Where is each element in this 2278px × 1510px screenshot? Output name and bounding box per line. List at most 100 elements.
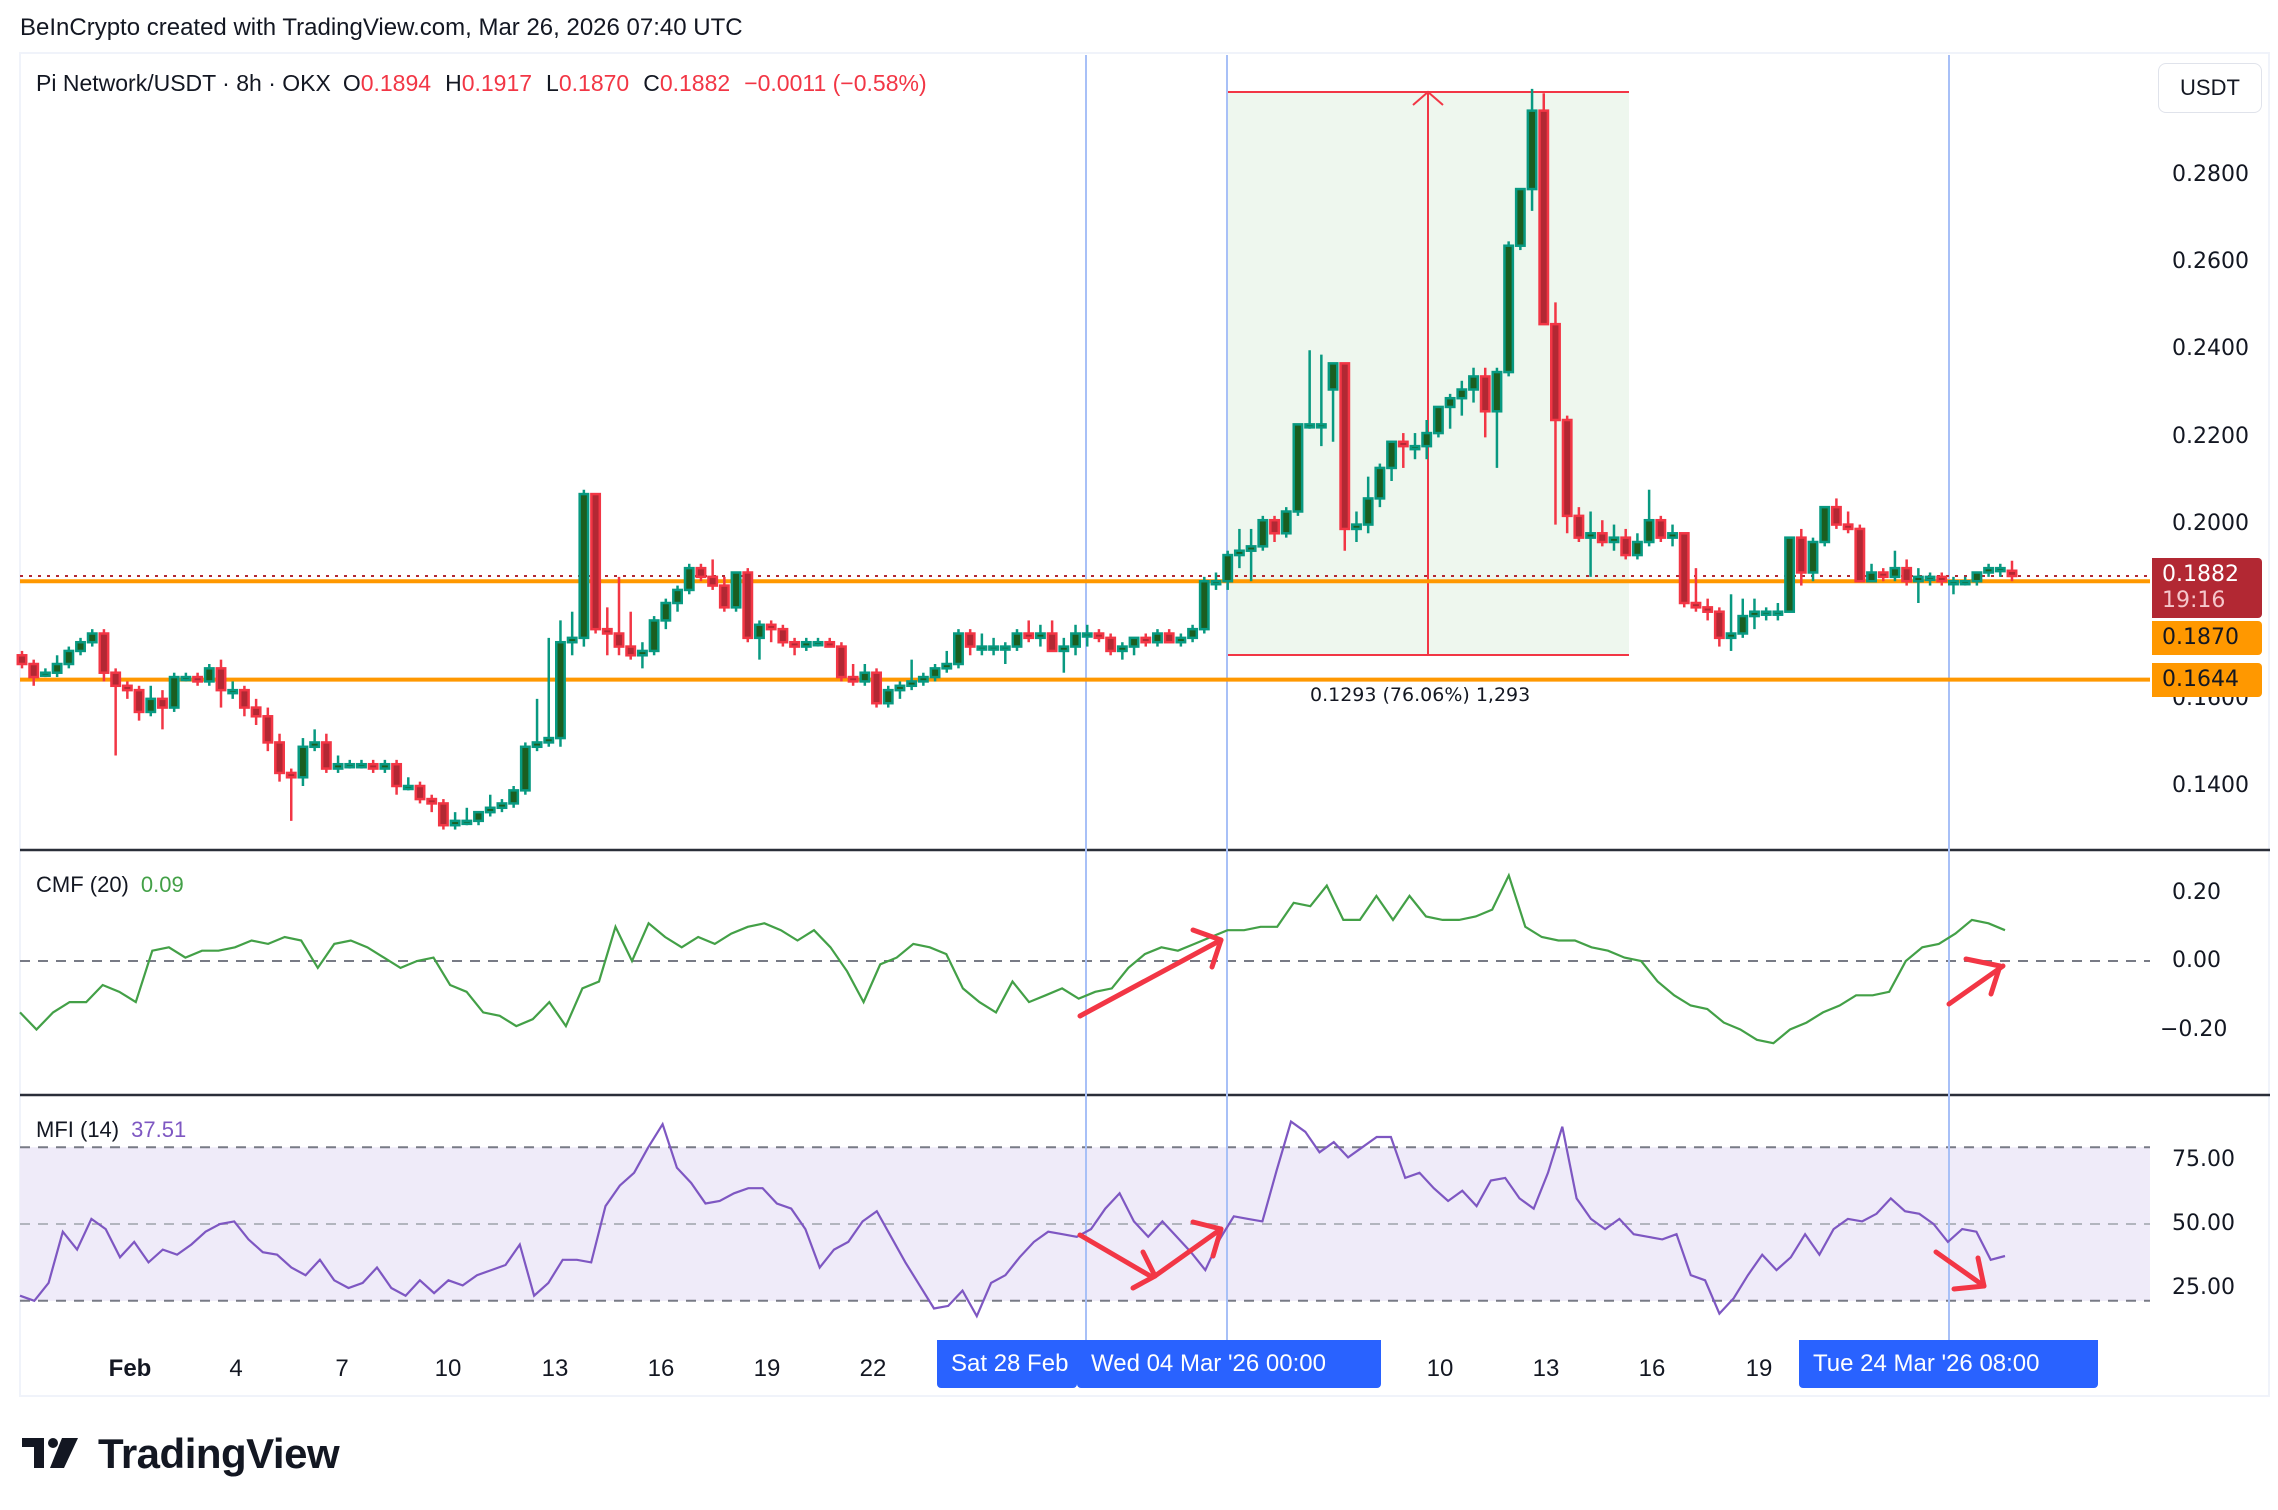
candle-up <box>309 741 321 749</box>
candle-up <box>1491 370 1503 413</box>
candle-up <box>1128 636 1140 648</box>
candle-down <box>964 632 976 648</box>
candle-up <box>1280 510 1292 535</box>
candle-down <box>1901 566 1913 583</box>
candle-up <box>754 623 765 640</box>
time-tick: 13 <box>1532 1355 1560 1382</box>
candle-up <box>1468 375 1479 391</box>
candle-up <box>1409 444 1421 451</box>
candle-up <box>75 640 86 653</box>
candle-up <box>636 649 648 657</box>
mfi-tick: 50.00 <box>2172 1211 2235 1236</box>
candle-up <box>1292 423 1304 513</box>
level-tag-upper: 0.1870 <box>2152 621 2262 655</box>
open-value: 0.1894 <box>360 70 432 96</box>
bar-countdown: 19:16 <box>2162 588 2226 613</box>
candle-up <box>1187 627 1199 640</box>
candle-down <box>1702 606 1714 613</box>
last-price-tag: 0.1882 19:16 <box>2152 558 2262 618</box>
candle-down <box>625 645 637 657</box>
mfi-line <box>19 1119 2006 1319</box>
candle-down <box>835 645 847 679</box>
mfi-title[interactable]: MFI (14) <box>36 1117 120 1142</box>
candle-up <box>1233 549 1245 557</box>
candle-up <box>227 688 239 695</box>
time-tick: 16 <box>1638 1355 1666 1382</box>
candle-up <box>578 492 590 640</box>
cmf-tick: −0.20 <box>2160 1017 2228 1042</box>
mfi-up-arrow-icon-head <box>1190 1219 1224 1259</box>
mfi-legend: MFI (14) 37.51 <box>36 1117 186 1143</box>
symbol-title[interactable]: Pi Network/USDT · 8h · OKX <box>36 70 331 96</box>
candle-down <box>285 771 297 779</box>
candle-down <box>16 654 28 666</box>
candle-down <box>192 675 204 683</box>
candle-down <box>1842 523 1854 531</box>
crosshair-date-badge-3: Tue 24 Mar '26 08:00 <box>1799 1340 2098 1388</box>
candle-down <box>718 584 730 609</box>
candle-up <box>168 675 180 709</box>
candle-down <box>1023 632 1035 640</box>
candle-down <box>1854 527 1866 583</box>
time-tick: 7 <box>335 1355 349 1382</box>
candle-down <box>601 627 613 635</box>
candle-up <box>1924 575 1936 582</box>
candle-up <box>1585 532 1597 539</box>
candle-up <box>882 688 894 705</box>
candle-down <box>121 684 133 692</box>
cmf-value: 0.09 <box>140 872 184 897</box>
candle-up <box>1608 536 1620 544</box>
candle-down <box>1269 518 1280 535</box>
candle-up <box>894 684 906 692</box>
candle-up <box>917 675 929 683</box>
candle-up <box>496 802 508 810</box>
low-label: L <box>546 70 559 96</box>
time-tick: 19 <box>1745 1355 1773 1382</box>
candle-up <box>660 601 672 622</box>
candle-down <box>1561 418 1573 518</box>
candle-up <box>555 640 566 740</box>
candle-up <box>1351 523 1362 531</box>
candle-up <box>953 632 964 666</box>
candle-down <box>1550 322 1561 422</box>
candle-up <box>297 745 309 779</box>
candle-down <box>695 566 707 579</box>
candle-up <box>1245 545 1257 552</box>
currency-button[interactable]: USDT <box>2158 63 2262 113</box>
candle-down <box>707 575 719 587</box>
candle-down <box>1830 505 1842 526</box>
candle-up <box>1034 632 1046 640</box>
candle-up <box>1889 566 1901 579</box>
candle-up <box>1315 423 1327 429</box>
cmf-tick: 0.00 <box>2172 948 2221 973</box>
candle-down <box>777 627 789 644</box>
candle-down <box>133 688 145 714</box>
candle-up <box>1749 610 1760 618</box>
candle-up <box>1866 571 1877 583</box>
mfi-decline-arrow-icon <box>1933 1249 1987 1289</box>
candle-up <box>1772 610 1784 616</box>
candle-up <box>566 636 578 644</box>
cmf-recovery-arrow-icon <box>1946 963 2006 1007</box>
cmf-divergence-arrow-icon <box>1077 937 1224 1019</box>
cmf-recovery-arrow-icon-head <box>1963 956 2003 997</box>
candle-down <box>824 640 836 648</box>
measure-arrow-icon <box>1412 90 1444 106</box>
candle-up <box>1959 579 1971 586</box>
tradingview-logo[interactable]: TradingView <box>22 1430 340 1478</box>
candle-down <box>613 632 625 648</box>
candle-down <box>320 741 332 770</box>
candle-up <box>484 806 496 814</box>
candle-up <box>1667 532 1678 539</box>
crosshair-date-badge-1: Sat 28 Feb <box>937 1340 1077 1388</box>
time-tick: 4 <box>229 1355 243 1382</box>
mfi-tick: 25.00 <box>2172 1275 2235 1300</box>
cmf-title[interactable]: CMF (20) <box>36 872 129 897</box>
candle-up <box>1116 645 1128 653</box>
candle-up <box>180 675 192 682</box>
candle-down <box>1140 636 1152 644</box>
candle-up <box>1725 632 1737 640</box>
mfi-value: 37.51 <box>131 1117 187 1142</box>
time-tick: 19 <box>753 1355 781 1382</box>
